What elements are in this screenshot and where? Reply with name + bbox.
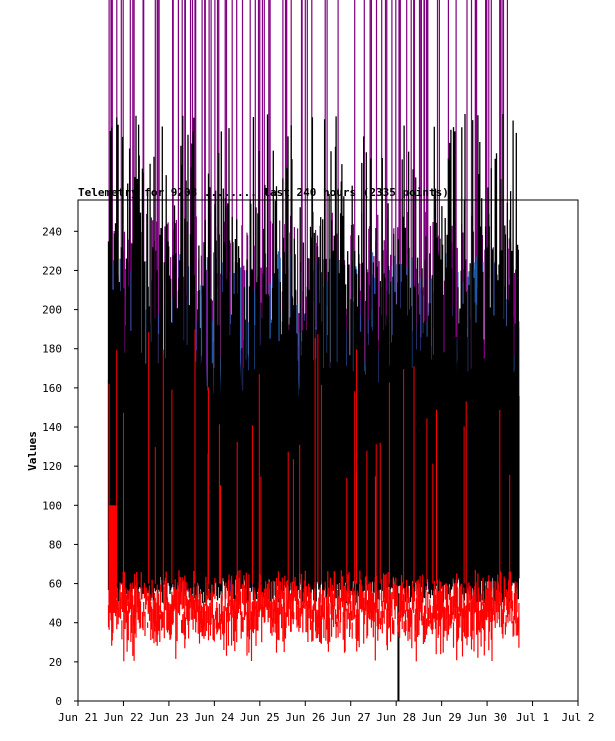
y-axis-title: Values: [26, 431, 39, 471]
series-area-black: [108, 358, 519, 588]
x-tick-label: Jun 28: [376, 711, 416, 724]
x-tick-label: Jun 27: [331, 711, 371, 724]
x-tick-label: Jun 26: [285, 711, 325, 724]
y-axis: 0 20 40 60 80 100 120 140 160 180 200 220 240: [42, 225, 78, 708]
y-tick-label: 220: [42, 264, 62, 277]
y-tick-label: 200: [42, 304, 62, 317]
series-start-red: [108, 505, 117, 613]
y-tick-label: 140: [42, 421, 62, 434]
x-tick-label: Jul 2: [561, 711, 594, 724]
y-tick-label: 240: [42, 225, 62, 238]
y-tick-label: 40: [49, 617, 62, 630]
y-tick-label: 0: [55, 695, 62, 708]
series-layer: [107, 0, 520, 701]
x-tick-label: Jun 23: [149, 711, 189, 724]
y-tick-label: 160: [42, 382, 62, 395]
y-tick-label: 100: [42, 499, 62, 512]
y-tick-label: 60: [49, 578, 62, 591]
x-tick-label: Jun 25: [240, 711, 280, 724]
x-tick-label: Jun 30: [467, 711, 507, 724]
x-tick-label: Jul 1: [516, 711, 549, 724]
chart-title: Telemetry for 9208 ........ last 240 hou…: [78, 186, 449, 199]
x-tick-label: Jun 24: [194, 711, 234, 724]
x-tick-label: Jun 21: [58, 711, 98, 724]
y-tick-label: 80: [49, 538, 62, 551]
y-tick-label: 120: [42, 460, 62, 473]
x-axis: Jun 21 Jun 22 Jun 23 Jun 24 Jun 25 Jun 26 Jun …: [58, 701, 595, 724]
x-tick-label: Jun 29: [422, 711, 462, 724]
series-line-red: [107, 570, 520, 662]
y-tick-label: 20: [49, 656, 62, 669]
x-tick-label: Jun 22: [104, 711, 144, 724]
series-spikes-red: [108, 329, 511, 584]
y-tick-label: 180: [42, 343, 62, 356]
plot-frame: [77, 199, 579, 702]
